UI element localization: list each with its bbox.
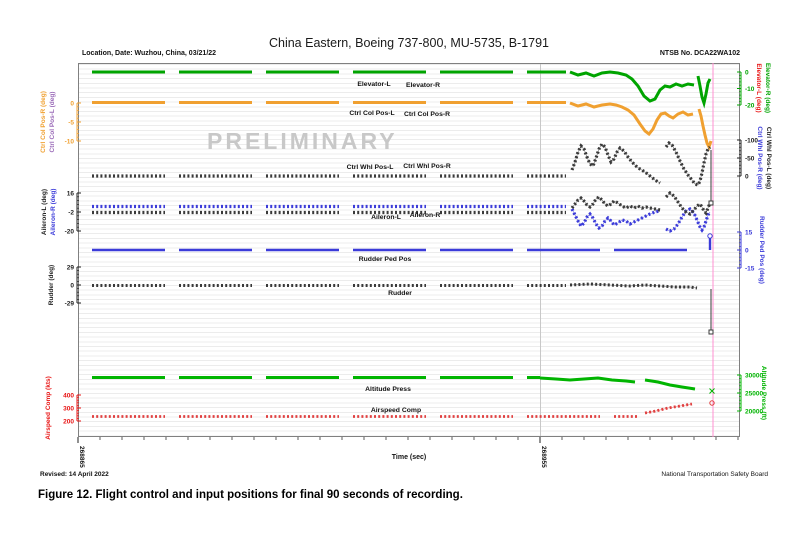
trace-label: Ctrl Col Pos-L [349,110,394,117]
axis-title: Ctrl Whl Pos-L (deg) [765,127,772,189]
y-tick-label: 300 [63,405,74,412]
axis-title: Aileron-L (deg) [41,189,48,235]
axis-rudder-ped: 15 0 -15 Rudder Ped Pos (deg) [737,216,765,284]
axis-title: Ctrl Whl Pos-R (deg) [756,126,763,189]
y-tick-label: -15 [745,265,755,272]
axis-title: Ctrl Col Pos-L (deg) [49,92,56,153]
end-marker-o [707,233,713,239]
axis-title: Ctrl Col Pos-R (deg) [40,91,47,153]
agency-label: National Transportation Safety Board [661,471,768,478]
axis-title: Rudder Ped Pos (deg) [758,216,765,284]
y-tick-label: -5 [68,119,74,126]
end-marker-x [709,388,715,394]
y-tick-label: -100 [745,137,758,144]
axis-title: Airspeed Comp (kts) [45,376,52,440]
trace-label: Airspeed Comp [371,407,421,414]
end-marker-s [708,329,714,335]
series-rudder-ped [92,238,712,252]
series-aileron-L [92,190,712,216]
trace-label: Elevator-R [406,82,440,89]
series-ctrl-whl [92,140,712,187]
y-tick-label: 0 [70,100,74,107]
series-airspeed [92,402,693,418]
y-tick-label: 0 [745,173,749,180]
trace-label: Ctrl Whl Pos-R [403,163,451,170]
y-tick-label: 20000 [745,408,763,415]
axis-title: Elevator-R (deg) [764,63,771,113]
series-ctrl-col [92,101,713,151]
y-tick-label: 0 [70,282,74,289]
revised-date-label: Revised: 14 April 2022 [40,471,109,478]
y-tick-label: -50 [745,155,755,162]
trace-label: Ctrl Col Pos-R [404,111,450,118]
y-tick-label: -10 [65,138,75,145]
series-aileron-R [92,204,712,233]
ntsb-number-label: NTSB No. DCA22WA102 [659,50,740,57]
trace-label: Rudder [388,290,412,297]
y-tick-label: 25000 [745,390,763,397]
y-tick-label: -2 [68,209,74,216]
y-tick-label: -20 [745,102,755,109]
axis-elevator: 0 -10 -20 Elevator-L (deg) Elevator-R (deg) [737,63,771,113]
end-marker-o [709,400,715,406]
trace-label: Aileron-R [410,212,441,219]
y-tick-label: 0 [745,247,749,254]
figure-caption: Figure 12. Flight control and input posi… [38,489,463,501]
y-tick-label: 400 [63,392,74,399]
y-tick-label: 29 [67,264,75,271]
y-tick-label: 0 [745,69,749,76]
y-tick-label: 30000 [745,372,763,379]
x-tick-label: 268865 [78,446,85,468]
series-elevator [92,70,712,109]
axis-title: Aileron-R (deg) [50,189,57,236]
trace-label: Aileron-L [371,214,401,221]
axis-title: Altitude Press (ft) [760,366,767,420]
trace-label: Elevator-L [357,81,390,88]
chart-title: China Eastern, Boeing 737-800, MU-5735, … [268,36,550,50]
y-tick-label: -29 [65,300,75,307]
trace-label: Altitude Press [365,386,411,393]
y-tick-label: -10 [745,86,755,93]
preliminary-watermark: PRELIMINARY [207,128,398,154]
axis-title: Elevator-L (deg) [755,63,762,112]
y-tick-label: 16 [67,190,75,197]
y-tick-label: -20 [65,228,75,235]
y-tick-label: 200 [63,418,74,425]
end-marker-s [708,200,714,206]
axis-airspeed: 400 300 200 Airspeed Comp (kts) [45,376,81,440]
axis-title: Rudder (deg) [48,265,55,305]
axis-ctrl-whl: -100 -50 0 Ctrl Whl Pos-R (deg) Ctrl Whl Pos… [737,126,772,190]
location-date-label: Location, Date: Wuzhou, China, 03/21/22 [82,50,217,57]
x-axis: 268865 268955 [77,437,739,468]
trace-label: Rudder Ped Pos [359,256,412,263]
axis-rudder: 29 0 -29 Rudder (deg) [48,264,81,307]
trace-label: Ctrl Whl Pos-L [347,164,394,171]
series-rudder [92,282,698,290]
x-tick-label: 268955 [540,446,547,468]
axis-ctrl-col: 0 -5 -10 Ctrl Col Pos-R (deg) Ctrl Col Pos-L… [40,91,81,153]
series-altitude [92,376,696,391]
axis-aileron: 16 -2 -20 Aileron-L (deg) Aileron-R (deg) [41,189,81,236]
x-axis-title: Time (sec) [391,454,427,461]
y-tick-label: 15 [745,229,753,236]
